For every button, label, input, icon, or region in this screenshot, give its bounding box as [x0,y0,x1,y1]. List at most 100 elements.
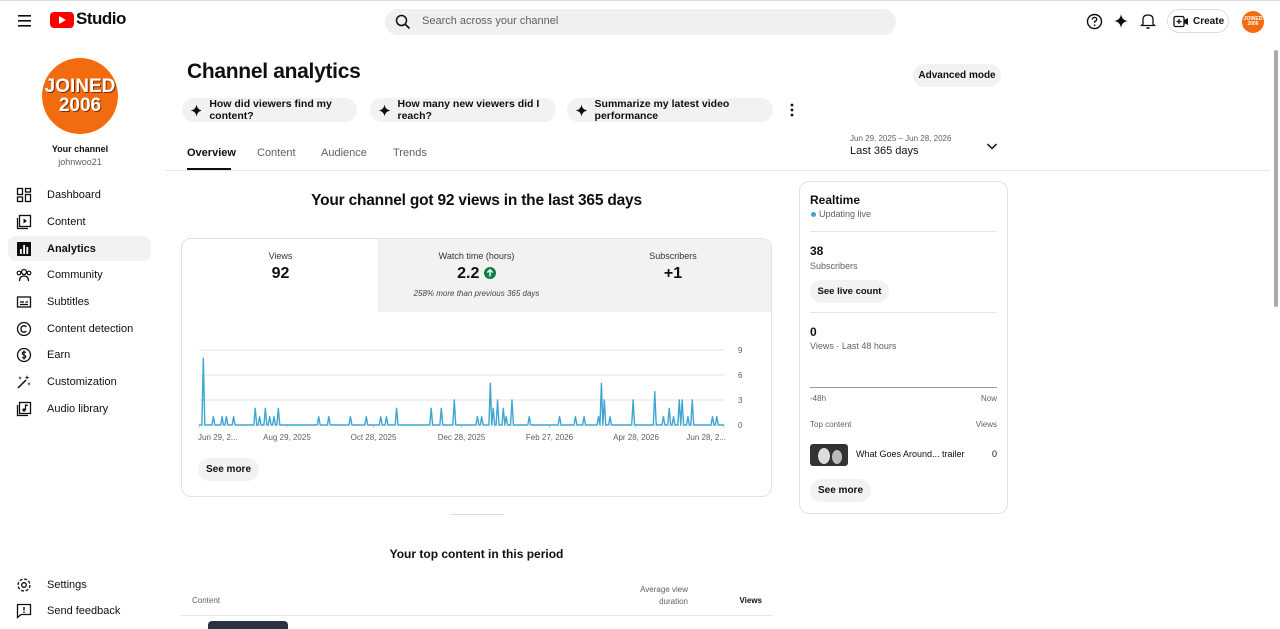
top-content-views: 0 [991,449,997,459]
x-tick-label: Dec 28, 2025 [438,433,486,442]
metrics-card [181,238,772,497]
realtime-views: 0 [810,325,817,339]
prompt-chip[interactable]: Summarize my latest video performance [567,98,773,122]
metric-value-wrap: 2.2 [378,265,575,283]
metric-tab[interactable]: Subscribers +1 [575,239,771,312]
notifications-icon[interactable] [1140,12,1156,30]
date-range-label[interactable]: Last 365 days [850,145,919,157]
scrollbar[interactable] [1274,50,1278,307]
prompt-chip[interactable]: How did viewers find my content? [182,98,357,122]
realtime-title: Realtime [810,193,861,207]
metric-label: Watch time (hours) [438,251,515,261]
views-chart: 0 3 6 9 Jun 29, 2... Aug 29, 2025 Oct 28, 2025… [198,346,743,442]
nav-item[interactable]: Content [8,209,151,234]
nav-label[interactable]: Earn [47,348,71,361]
nav-icon [16,401,32,416]
nav-label[interactable]: Community [47,268,103,281]
nav-item[interactable]: Customization [8,369,151,394]
top-content-label: Top content [810,420,852,429]
date-range-dates[interactable]: Jun 29, 2025 – Jun 28, 2026 [850,134,952,143]
nav-label[interactable]: Analytics [47,242,96,255]
nav-label[interactable]: Settings [47,578,87,591]
nav-icon [17,241,31,256]
views-line [199,357,724,426]
video-thumbnail[interactable] [208,621,288,629]
metric-tab[interactable]: Watch time (hours) 2.2 258% more than pr… [378,239,575,312]
tab[interactable]: Audience [321,147,367,159]
search-placeholder: Search across your channel [422,15,559,27]
logo-icon[interactable] [50,11,75,29]
nav-item[interactable]: Audio library [8,396,151,421]
nav-icon [17,577,31,592]
see-more-button[interactable]: See more [198,458,259,481]
logo-text[interactable]: Studio [76,9,126,28]
prompt-chip[interactable]: How many new viewers did I reach? [370,98,556,122]
see-live-count-button[interactable]: See live count [810,280,889,303]
divider [450,514,504,515]
nav-label[interactable]: Dashboard [47,188,101,201]
date-range-chevron[interactable] [986,142,998,151]
create-button[interactable] [1167,9,1229,33]
spark-icon [378,104,390,116]
realtime-subscribers: 38 [810,244,824,258]
channel-handle: johnwoo21 [58,157,102,167]
nav-icon [16,187,32,202]
nav-item[interactable]: Earn [8,342,151,367]
x-tick-label: Oct 28, 2025 [351,433,397,442]
advanced-mode-button[interactable]: Advanced mode [913,64,1001,87]
nav-label[interactable]: Subtitles [47,295,90,308]
nav-icon [16,603,32,619]
views-column-label: Views [975,420,997,429]
nav-item[interactable]: Community [8,262,151,287]
tab-active[interactable]: Overview [187,147,236,159]
prompt-text[interactable]: How did viewers find my content? [209,98,332,122]
y-tick-label: 9 [738,346,743,355]
metric-tab[interactable]: Views 92 [182,239,379,312]
spark-icon[interactable] [1113,13,1129,29]
up-icon [483,267,496,279]
realtime-status: Updating live [819,209,872,219]
metric-value: +1 [663,265,683,282]
nav-label[interactable]: Customization [47,375,117,388]
prompt-text[interactable]: Summarize my latest video performance [594,98,730,122]
see-more-button[interactable]: See more [810,479,871,502]
nav-item[interactable]: Subtitles [8,289,151,314]
x-tick-label: Jun 29, 2... [198,433,238,442]
y-tick-label: 6 [738,371,743,380]
nav-label[interactable]: Send feedback [47,604,121,617]
top-border [0,0,1280,1]
more-button[interactable] [788,102,796,118]
create-label[interactable]: Create [1193,16,1225,27]
nav-item[interactable]: Settings [8,572,151,597]
nav-label[interactable]: Content [47,215,86,228]
nav-icon [16,295,32,308]
tab[interactable]: Trends [393,147,427,159]
column-header: Views [739,596,762,605]
prompt-text[interactable]: How many new viewers did I reach? [397,98,540,122]
nav-item-active[interactable]: Analytics [8,236,151,261]
help-icon[interactable] [1086,13,1103,30]
x-tick-label: Apr 28, 2026 [613,433,659,442]
account-avatar[interactable]: JOINED 2006 [1242,11,1264,33]
y-tick-label: 3 [738,396,743,405]
nav-label[interactable]: Content detection [47,322,134,335]
avatar-text: JOINED [44,76,116,97]
nav-label[interactable]: Audio library [47,402,109,415]
nav-item[interactable]: Content detection [8,316,151,341]
video-thumbnail[interactable] [810,444,848,466]
create-icon [1173,15,1188,28]
tab[interactable]: Content [257,147,296,159]
nav-item[interactable]: Dashboard [8,182,151,207]
avatar-text: 2006 [58,95,102,116]
top-content-title[interactable]: What Goes Around... trailer [856,449,965,459]
nav-item[interactable]: Send feedback [8,598,151,623]
menu-button[interactable] [17,14,33,28]
nav-icon [17,374,31,389]
search-box[interactable] [385,9,896,35]
search-icon [395,14,411,30]
nav-icon [16,347,32,362]
spark-icon [575,104,587,116]
channel-avatar[interactable]: JOINED 2006 [42,58,118,134]
divider [810,312,997,313]
